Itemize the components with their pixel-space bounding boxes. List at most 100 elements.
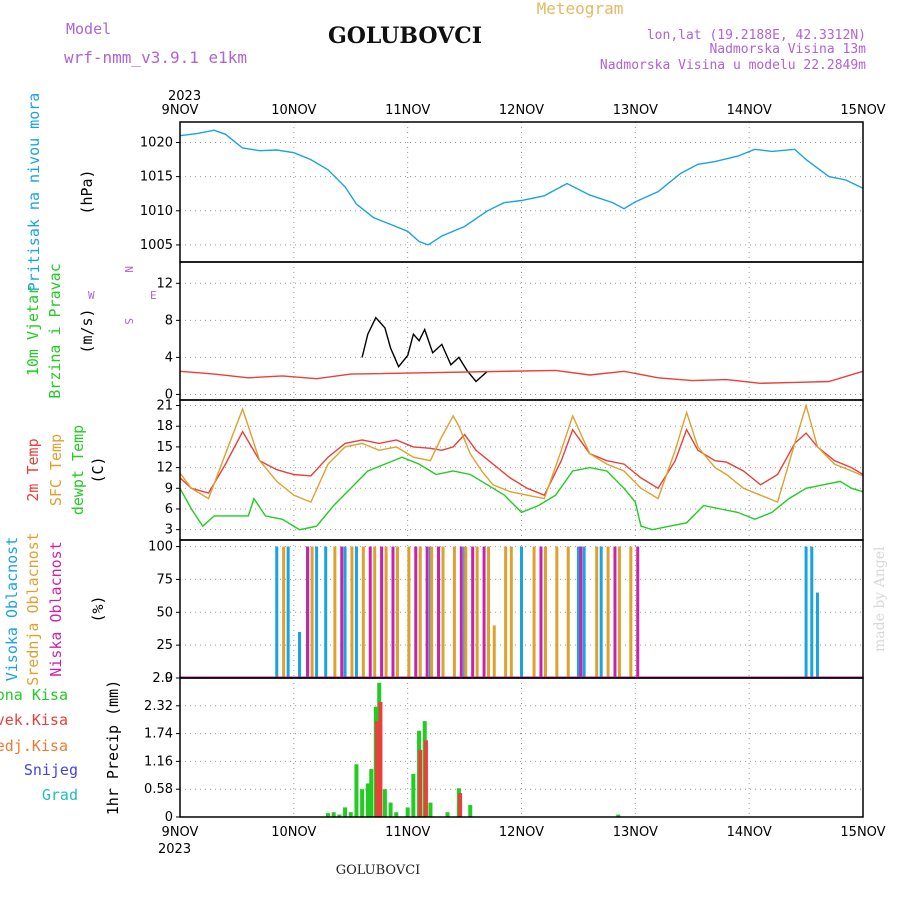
model-elevation-info: Nadmorska Visina u modelu 22.2849m — [600, 58, 866, 73]
x-tick-label-bottom: 10NOV — [271, 825, 316, 840]
meteogram-title: Meteogram — [537, 0, 624, 18]
precip-bar — [428, 802, 433, 817]
cloud-bar — [286, 546, 290, 678]
y-tick-label: 6 — [165, 502, 173, 517]
cloud-bar — [361, 546, 365, 678]
y-tick-label: 1.74 — [144, 727, 173, 742]
x-tick-label-top: 9NOV — [162, 103, 199, 118]
precip-bar — [369, 769, 374, 817]
cloud-bar — [343, 546, 347, 678]
x-tick-label-bottom: 11NOV — [385, 825, 430, 840]
cloud-bar — [373, 546, 377, 678]
cloud-bar — [595, 546, 599, 678]
precip-bar — [411, 773, 416, 817]
cloud-bar — [492, 625, 496, 678]
compass-north: N — [122, 266, 135, 273]
y-tick-label: 0.58 — [144, 782, 173, 797]
x-tick-label-top: 15NOV — [840, 103, 885, 118]
precip-legend-label: Ukupna Kisa — [0, 686, 68, 704]
precip-bar — [405, 807, 410, 817]
cloud-bar — [804, 546, 808, 678]
precip-bar — [616, 814, 621, 817]
y-tick-label: 9 — [165, 481, 173, 496]
cloud-bar — [298, 632, 302, 678]
station-title: GOLUBOVCI — [328, 23, 482, 49]
y-tick-label: 2.9 — [152, 671, 173, 686]
y-tick-label: 0 — [165, 671, 173, 686]
precip-bar — [388, 802, 393, 817]
compass-east: E — [150, 289, 157, 302]
location-info: lon,lat (19.2188E, 42.3312N) — [647, 28, 866, 43]
wind-axis-label: (m/s) — [78, 308, 96, 353]
cloud-bar — [475, 546, 479, 678]
pressure-axis-label: (hPa) — [78, 169, 96, 214]
precip-bar — [354, 764, 359, 817]
cloud-bar — [380, 546, 384, 678]
cloud-bar — [437, 546, 441, 678]
y-tick-label: 1020 — [140, 135, 173, 150]
precip-bar — [394, 812, 399, 817]
cloud-bar — [395, 546, 399, 678]
model-name: wrf-nmm_v3.9.1 e1km — [64, 48, 247, 67]
cloud-bar — [543, 546, 547, 678]
y-tick-label: 0 — [165, 387, 173, 402]
precip-bar — [343, 807, 348, 817]
cloud-bar — [613, 546, 617, 678]
y-tick-label: 21 — [156, 399, 173, 414]
precip-bar — [423, 740, 428, 817]
y-tick-label: 1005 — [140, 238, 173, 253]
cloud-bar — [566, 546, 570, 678]
cloud-axis-label: (%) — [89, 595, 107, 622]
cloud-bar — [617, 546, 621, 678]
temperature-axis-label: SFC Temp — [47, 434, 65, 506]
cloud-bar — [579, 546, 583, 678]
cloud-bar — [407, 546, 411, 678]
cloud-bar — [459, 546, 463, 678]
y-tick-label: 100 — [148, 540, 173, 555]
compass-south: S — [122, 318, 135, 325]
y-tick-label: 15 — [156, 440, 173, 455]
precip-bar — [374, 721, 379, 817]
x-tick-label-top: 13NOV — [613, 103, 658, 118]
cloud-bar — [520, 546, 523, 678]
y-tick-label: 25 — [156, 638, 173, 653]
temperature-axis-label: dewpt Temp — [69, 425, 87, 515]
y-tick-label: 12 — [156, 276, 173, 291]
precip-bar — [418, 749, 423, 817]
x-tick-label-bottom: 13NOV — [613, 825, 658, 840]
cloud-bar — [333, 546, 337, 678]
temperature-series-line — [179, 402, 864, 504]
x-tick-label-bottom: 12NOV — [499, 825, 544, 840]
cloud-axis-label: Niska Oblacnost — [47, 541, 65, 676]
compass-west: W — [88, 289, 95, 302]
y-tick-label: 4 — [165, 350, 173, 365]
y-tick-label: 1015 — [140, 170, 173, 185]
cloud-bar — [629, 546, 633, 678]
temperature-axis-label: (C) — [89, 456, 107, 483]
precip-legend-label: Zaledj.Kisa — [0, 737, 68, 755]
cloud-bar — [384, 546, 388, 678]
x-tick-label-top: 12NOV — [499, 103, 544, 118]
footer-station: GOLUBOVCI — [336, 863, 421, 878]
cloud-bar — [368, 546, 372, 678]
year-label-top: 2023 — [168, 89, 201, 104]
x-tick-label-top: 14NOV — [727, 103, 772, 118]
cloud-bar — [441, 546, 445, 678]
precip-axis-label: 1hr Precip (mm) — [104, 680, 122, 815]
cloud-bar — [555, 546, 559, 678]
y-tick-label: 50 — [156, 605, 173, 620]
cloud-bar — [606, 546, 610, 678]
cloud-bar — [599, 546, 603, 678]
cloud-axis-label: Visoka Oblacnost — [3, 537, 21, 682]
temperature-series-line — [179, 456, 864, 531]
cloud-bar — [430, 546, 434, 678]
cloud-bar — [306, 546, 310, 678]
cloud-bar — [324, 546, 328, 678]
x-tick-label-top: 11NOV — [385, 103, 430, 118]
cloud-bar — [582, 546, 586, 678]
precip-bar — [365, 783, 370, 817]
cloud-bar — [275, 546, 279, 678]
cloud-bar — [464, 546, 468, 678]
cloud-bar — [815, 592, 819, 678]
cloud-bar — [532, 546, 536, 678]
